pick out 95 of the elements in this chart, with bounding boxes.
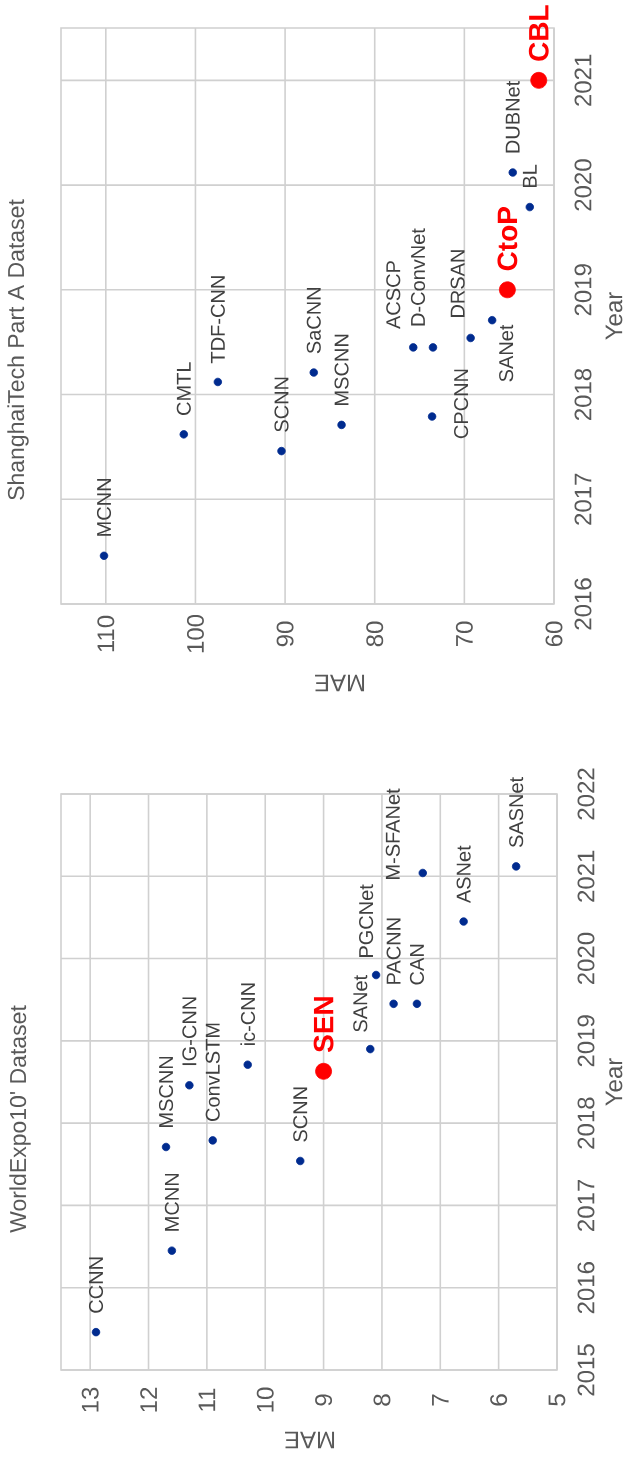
y-tick-label: 2022 <box>577 768 595 820</box>
x-tick-label: 11 <box>198 1388 216 1411</box>
annotation: CtoP <box>497 207 518 271</box>
y-tick-label: 2020 <box>577 932 595 985</box>
y-tick-label: 2019 <box>574 264 592 316</box>
point <box>427 412 437 421</box>
annotation: MCNN <box>164 1173 179 1231</box>
y-axis-title: Year <box>605 1058 623 1106</box>
point <box>409 343 418 352</box>
point <box>167 1246 177 1255</box>
point <box>309 368 318 377</box>
point <box>508 168 517 177</box>
point <box>498 281 516 299</box>
point <box>296 1156 305 1166</box>
y-tick-label: 2015 <box>577 1344 595 1396</box>
x-tick-label: 5 <box>548 1394 566 1406</box>
text: ShanghaiTech Part A Dataset <box>7 199 29 500</box>
annotation: CBL <box>528 5 549 61</box>
annotation: SASNet <box>509 777 524 848</box>
annotation: CPCNN <box>454 369 469 439</box>
annotation: SCNN <box>293 1087 308 1142</box>
annotation: TDF-CNN <box>210 276 225 364</box>
x-tick-label: 10 <box>256 1387 274 1412</box>
point <box>99 551 109 561</box>
point <box>428 343 438 352</box>
x-tick-label: 8 <box>373 1394 391 1406</box>
annotation: DRSAN <box>450 250 465 317</box>
x-tick-label: 110 <box>97 615 115 652</box>
x-axis-title: MAE <box>315 674 365 692</box>
point <box>418 868 427 878</box>
x-tick-label: 12 <box>140 1387 157 1412</box>
point <box>459 917 468 926</box>
x-tick-label: 80 <box>366 621 384 647</box>
y-tick-label: 2017 <box>574 473 592 525</box>
point <box>179 430 188 439</box>
y-tick-label: 2020 <box>574 159 592 211</box>
x-tick-label: 70 <box>455 621 473 647</box>
annotation: SaCNN <box>306 287 321 354</box>
y-tick-label: 2018 <box>574 368 592 421</box>
annotation: SANet <box>499 324 514 382</box>
point <box>487 315 497 325</box>
annotation: MSCNN <box>334 334 349 405</box>
x-tick-label: 6 <box>490 1394 508 1406</box>
annotation: SCNN <box>274 377 289 432</box>
annotation: PACNN <box>386 918 401 984</box>
point <box>530 71 548 89</box>
point <box>161 1142 171 1152</box>
y-tick-label: 2021 <box>577 850 595 902</box>
annotation: SEN <box>313 997 334 1053</box>
y-tick-label: 2018 <box>577 1097 595 1149</box>
point <box>525 202 534 212</box>
annotation: DUBNet <box>505 80 520 153</box>
text: WorldExpo10' Dataset <box>9 1005 31 1233</box>
annotation: CAN <box>409 944 425 985</box>
y-axis-title: Year <box>605 292 623 340</box>
x-tick-label: 60 <box>545 621 563 647</box>
annotation: BL <box>522 164 537 188</box>
x-tick-label: 13 <box>81 1387 99 1412</box>
annotation: SANet <box>353 975 368 1032</box>
point <box>213 377 223 387</box>
x-tick-label: 7 <box>432 1394 449 1406</box>
y-tick-label: 2019 <box>577 1015 595 1067</box>
point <box>511 862 521 871</box>
point <box>185 1081 194 1090</box>
point <box>337 420 346 430</box>
point <box>366 1044 375 1054</box>
y-tick-label: 2017 <box>577 1179 595 1231</box>
x-axis-title: MAE <box>285 1431 335 1449</box>
annotation: MCNN <box>96 479 112 536</box>
y-tick-label: 2016 <box>574 578 592 630</box>
point <box>466 333 475 343</box>
annotation: ACSCP <box>386 261 401 329</box>
point <box>91 1327 101 1337</box>
point <box>208 1136 217 1145</box>
annotation: ASNet <box>456 845 471 904</box>
annotation: CCNN <box>88 1257 104 1313</box>
x-tick-label: 100 <box>186 614 204 653</box>
annotation: D-ConvNet <box>410 228 426 326</box>
annotation: PGCNet <box>359 884 374 957</box>
y-tick-label: 2021 <box>574 54 592 106</box>
annotation: M-SFANet <box>385 788 400 879</box>
annotation: IG-CNN <box>182 997 197 1066</box>
annotation: CMTL <box>176 362 191 415</box>
point <box>315 1062 332 1080</box>
annotation: MSCNN <box>158 1056 174 1127</box>
y-tick-label: 2016 <box>577 1262 595 1314</box>
x-tick-label: 90 <box>276 621 294 647</box>
point <box>389 999 398 1009</box>
annotation: ic-CNN <box>240 983 256 1045</box>
annotation: ConvLSTM <box>205 1023 220 1122</box>
point <box>277 446 286 456</box>
point <box>412 999 422 1009</box>
point <box>371 970 381 980</box>
x-tick-label: 9 <box>315 1394 333 1406</box>
point <box>243 1060 252 1069</box>
